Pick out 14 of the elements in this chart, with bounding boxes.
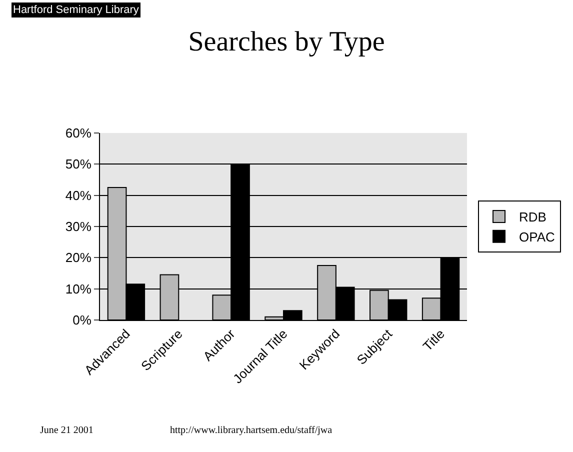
y-tick-label: 50%: [65, 156, 92, 172]
legend-label: OPAC: [519, 229, 555, 244]
y-tick-label: 40%: [65, 188, 92, 203]
y-tick-label: 10%: [65, 281, 92, 296]
y-tick-label: 30%: [65, 219, 92, 234]
y-tick-label: 20%: [65, 250, 92, 266]
legend-label: RDB: [519, 210, 546, 225]
text: Hartford Seminary Library: [13, 4, 140, 16]
text: June 21 2001: [40, 425, 94, 436]
y-tick-label: 0%: [72, 312, 92, 328]
text: http://www.library.hartsem.edu/staff/jwa: [170, 425, 333, 436]
y-tick-label: 60%: [65, 126, 92, 141]
x-tick-label: Title: [420, 326, 448, 354]
chart-title: Searches by Type: [188, 26, 385, 58]
